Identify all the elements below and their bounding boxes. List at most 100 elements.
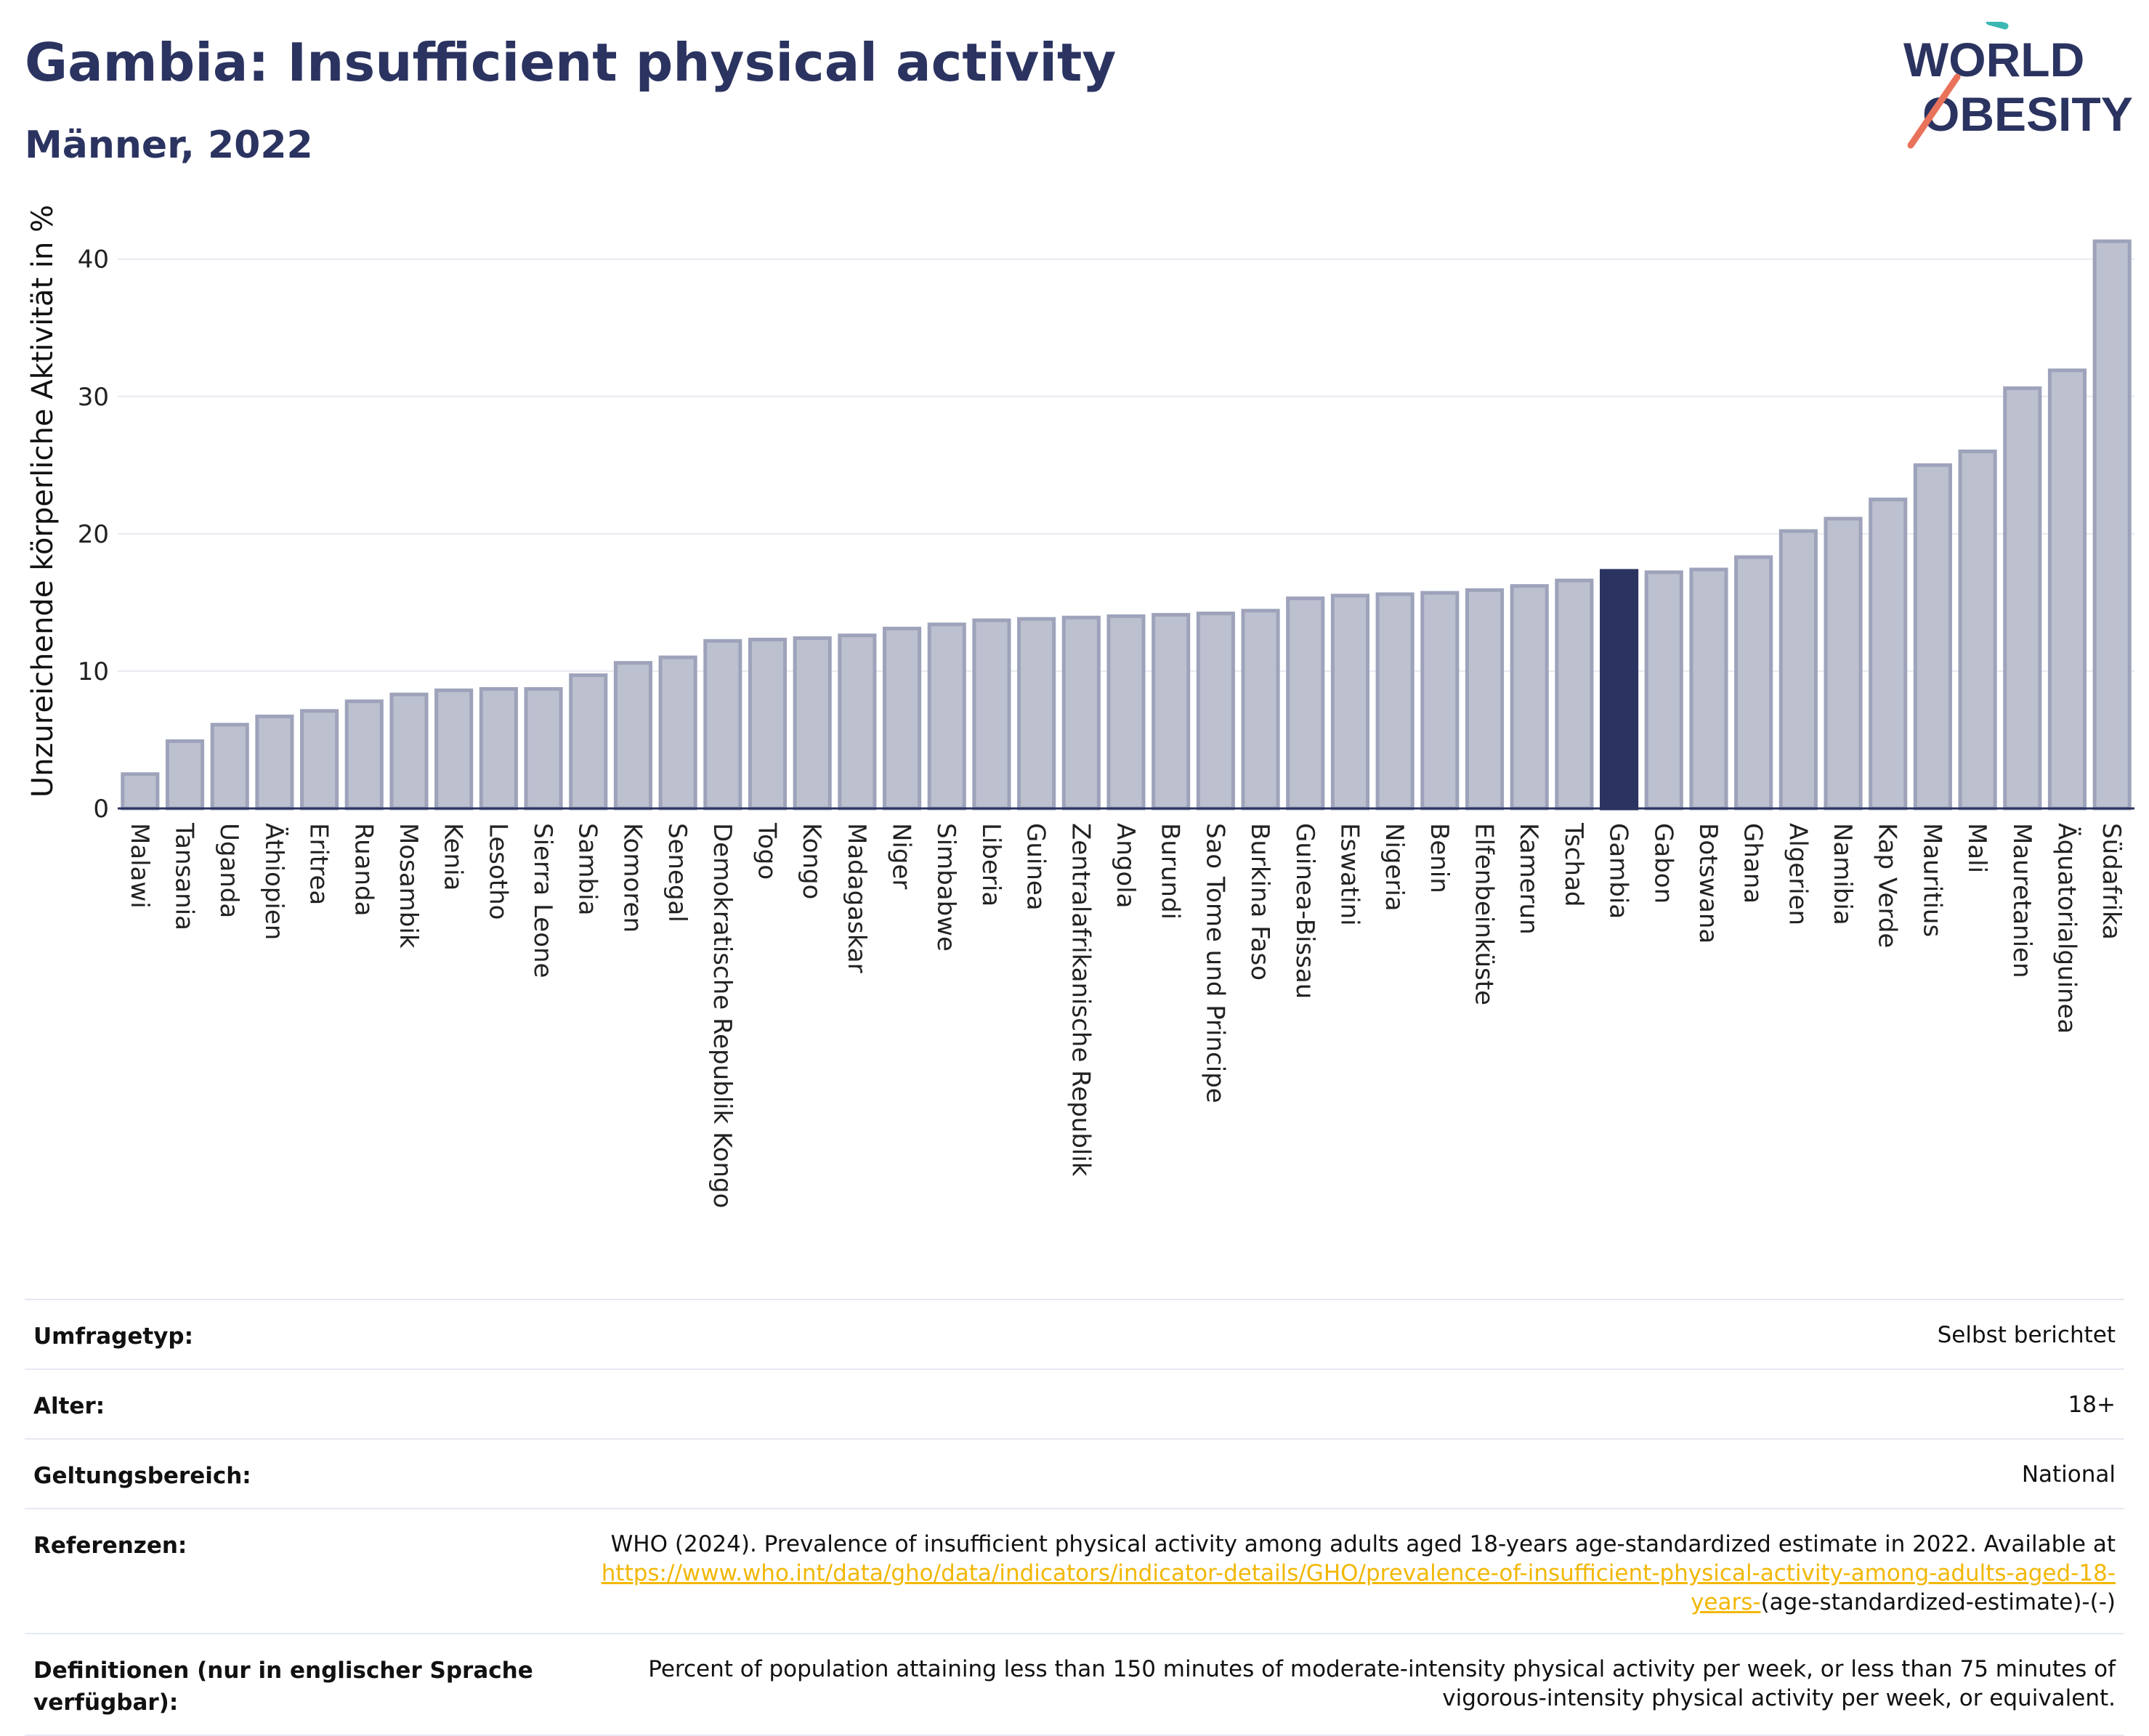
bar-zentralafrikanische-republik[interactable]: [1061, 615, 1101, 811]
bar-kenia[interactable]: [434, 688, 474, 811]
y-tick-label: 30: [78, 383, 109, 412]
x-tick-label: Madagaskar: [842, 823, 871, 973]
y-tick-label: 40: [78, 246, 109, 275]
meta-label: Umfragetyp:: [33, 1323, 193, 1350]
x-tick-label: Kenia: [439, 823, 468, 891]
x-tick-label: Südafrika: [2097, 823, 2126, 940]
x-tick-label: Simbabwe: [931, 823, 960, 952]
bar-guinea-bissau[interactable]: [1286, 596, 1325, 811]
bar-botswana[interactable]: [1689, 567, 1728, 811]
meta-label: Geltungsbereich:: [33, 1463, 251, 1489]
bar-burundi[interactable]: [1152, 612, 1191, 811]
bar-senegal[interactable]: [658, 655, 697, 811]
x-tick-label: Sierra Leone: [528, 823, 557, 978]
page-subtitle: Männer, 2022: [25, 123, 313, 167]
x-tick-label: Sambia: [573, 823, 602, 915]
meta-row-survey-type: Umfragetyp: Selbst berichtet: [25, 1299, 2124, 1368]
bar-eritrea[interactable]: [300, 709, 339, 811]
bar-chart: 0 10 20 30 40 Malawi Tansania Uganda Äthiopien E…: [26, 205, 2134, 1208]
x-tick-label: Gambia: [1604, 823, 1633, 919]
meta-value: Percent of population attaining less tha…: [648, 1656, 2116, 1711]
bar-mali[interactable]: [1958, 449, 1997, 811]
bar-mosambik[interactable]: [389, 692, 429, 811]
references-link[interactable]: https://www.who.int/data/gho/data/indica…: [601, 1560, 2116, 1615]
bar-angola[interactable]: [1106, 614, 1146, 811]
x-tick-label: Äquatorialguinea: [2052, 823, 2081, 1034]
bar-ghana[interactable]: [1734, 555, 1773, 811]
x-tick-label: Kap Verde: [1873, 823, 1902, 948]
bar-sierra-leone[interactable]: [524, 687, 563, 811]
bar-komoren[interactable]: [613, 661, 652, 811]
x-tick-label: Mauritius: [1917, 823, 1946, 937]
x-tick-label: Nigeria: [1380, 823, 1409, 912]
bar-südafrika[interactable]: [2092, 239, 2132, 811]
bar-simbabwe[interactable]: [927, 622, 966, 811]
bar-kamerun[interactable]: [1510, 584, 1549, 811]
bar-mauretanien[interactable]: [2003, 386, 2042, 811]
x-axis-ticks: Malawi Tansania Uganda Äthiopien Eritrea Ruan…: [125, 822, 2126, 1208]
bar-äquatorialguinea[interactable]: [2047, 368, 2087, 811]
chart-bars: [121, 239, 2132, 811]
meta-row-age: Alter: 18+: [25, 1368, 2124, 1438]
x-tick-label: Mosambik: [394, 823, 423, 949]
bar-äthiopien[interactable]: [255, 714, 294, 811]
meta-label: Definitionen (nur in englischer Sprache …: [33, 1658, 533, 1716]
x-tick-label: Senegal: [663, 823, 692, 922]
bar-kap-verde[interactable]: [1869, 498, 1908, 811]
x-tick-label: Ghana: [1739, 823, 1768, 904]
bar-madagaskar[interactable]: [838, 633, 877, 811]
x-tick-label: Kongo: [797, 823, 826, 899]
bar-sao-tome-und-principe[interactable]: [1196, 612, 1235, 811]
bar-tschad[interactable]: [1555, 578, 1594, 811]
x-tick-label: Sao Tome und Principe: [1200, 823, 1229, 1103]
meta-row-scope: Geltungsbereich: National: [25, 1438, 2124, 1508]
x-tick-label: Angola: [1111, 823, 1140, 908]
x-tick-label: Komoren: [618, 823, 647, 933]
bar-uganda[interactable]: [210, 723, 249, 811]
bar-togo[interactable]: [748, 637, 788, 811]
y-axis-title: Unzureichende körperliche Aktivität in %: [26, 205, 60, 798]
page-title: Gambia: Insufficient physical activity: [25, 32, 1117, 93]
references-value: WHO (2024). Prevalence of insufficient p…: [554, 1530, 2116, 1617]
bar-sambia[interactable]: [569, 673, 608, 811]
meta-row-definitions: Definitionen (nur in englischer Sprache …: [25, 1633, 2124, 1736]
x-tick-label: Demokratische Republik Kongo: [708, 823, 737, 1208]
meta-value: Selbst berichtet: [1937, 1322, 2116, 1348]
world-obesity-logo: WORLD OBESITY: [1903, 22, 2133, 149]
bar-gabon[interactable]: [1644, 570, 1683, 811]
bar-benin[interactable]: [1420, 591, 1460, 811]
bar-burkina-faso[interactable]: [1241, 609, 1280, 811]
x-tick-label: Benin: [1425, 823, 1454, 893]
x-tick-label: Botswana: [1693, 823, 1723, 944]
bar-gambia[interactable]: [1600, 569, 1639, 811]
bar-liberia[interactable]: [972, 618, 1011, 811]
logo-line-2: OBESITY: [1922, 87, 2133, 141]
bar-malawi[interactable]: [121, 772, 160, 811]
x-tick-label: Niger: [887, 823, 916, 889]
meta-row-references: Referenzen: WHO (2024). Prevalence of in…: [25, 1508, 2124, 1633]
bar-lesotho[interactable]: [479, 687, 518, 811]
bar-guinea[interactable]: [1017, 617, 1056, 811]
bar-kongo[interactable]: [793, 636, 832, 811]
x-tick-label: Mauretanien: [2007, 823, 2036, 978]
meta-value: 18+: [2068, 1392, 2116, 1418]
y-axis-ticks: 0 10 20 30 40: [78, 246, 109, 824]
bar-namibia[interactable]: [1824, 516, 1863, 811]
x-tick-label: Guinea-Bissau: [1290, 823, 1319, 999]
bar-niger[interactable]: [882, 626, 922, 811]
bar-ruanda[interactable]: [344, 699, 384, 811]
bar-demokratische-republik-kongo[interactable]: [703, 638, 742, 811]
x-tick-label: Liberia: [976, 823, 1005, 906]
bar-elfenbeinküste[interactable]: [1465, 588, 1505, 811]
x-tick-label: Burkina Faso: [1245, 823, 1274, 981]
x-tick-label: Uganda: [214, 823, 243, 918]
bar-mauritius[interactable]: [1913, 463, 1952, 811]
bar-algerien[interactable]: [1778, 529, 1818, 811]
x-tick-label: Eritrea: [304, 823, 333, 905]
bar-eswatini[interactable]: [1330, 593, 1370, 811]
x-tick-label: Algerien: [1783, 823, 1812, 925]
bar-nigeria[interactable]: [1375, 592, 1415, 811]
y-tick-label: 0: [93, 795, 109, 824]
x-tick-label: Lesotho: [483, 823, 512, 920]
bar-tansania[interactable]: [165, 739, 205, 811]
